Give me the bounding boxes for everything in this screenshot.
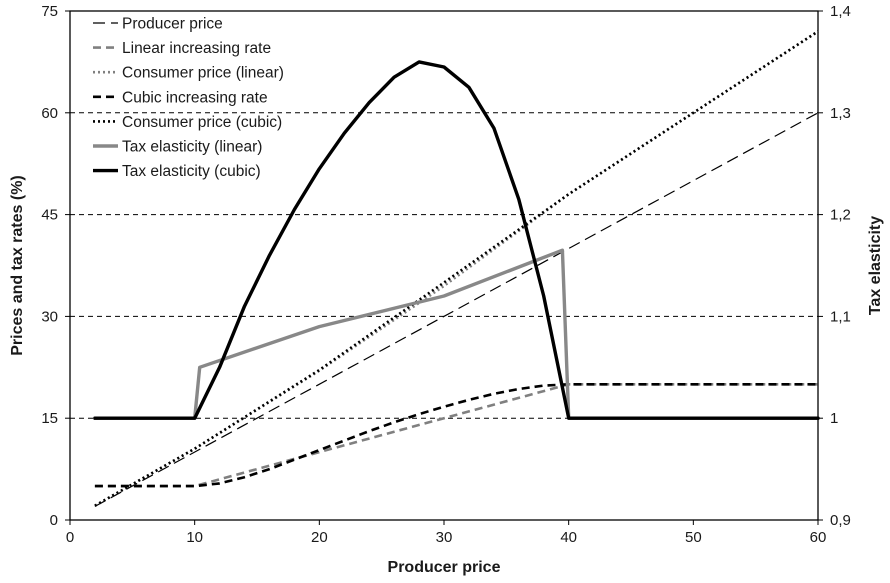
y2-tick-label-3: 1,2	[830, 207, 851, 224]
legend-label-0: Producer price	[122, 16, 223, 33]
x-axis-title: Producer price	[388, 559, 501, 576]
y2-tick-label-1: 1	[830, 410, 838, 427]
plot-area-frame	[69, 10, 819, 521]
legend-label-5: Tax elasticity (linear)	[122, 139, 262, 156]
y-tick-label-4: 60	[41, 105, 58, 122]
y2-axis-ticks: 0,9 1 1,1 1,2 1,3 1,4	[818, 3, 851, 529]
y-axis-title: Prices and tax rates (%)	[9, 175, 26, 356]
series-line-4	[94, 30, 819, 507]
legend: Producer price Linear increasing rate Cons…	[93, 16, 284, 180]
y-tick-label-3: 45	[41, 207, 58, 224]
x-tick-label-6: 60	[810, 529, 827, 546]
y2-tick-label-4: 1,3	[830, 105, 851, 122]
y-tick-label-0: 0	[50, 512, 58, 529]
x-tick-label-3: 30	[436, 529, 453, 546]
series-line-6	[93, 60, 820, 420]
legend-label-1: Linear increasing rate	[122, 40, 271, 57]
x-axis-ticks: 0 10 20 30 40 50 60	[66, 520, 827, 546]
x-tick-label-2: 20	[311, 529, 328, 546]
x-tick-label-5: 50	[685, 529, 702, 546]
y2-tick-label-0: 0,9	[830, 512, 851, 529]
y-tick-label-5: 75	[41, 3, 58, 20]
y-tick-label-1: 15	[41, 410, 58, 427]
series-line-5	[93, 248, 820, 420]
legend-label-3: Cubic increasing rate	[122, 89, 268, 106]
series-line-0	[94, 112, 819, 507]
y-axis-ticks: 0 15 30 45 60 75	[41, 3, 70, 529]
y-tick-label-2: 30	[41, 308, 58, 325]
x-tick-label-1: 10	[186, 529, 203, 546]
legend-label-2: Consumer price (linear)	[122, 65, 284, 82]
series-lines	[93, 30, 820, 507]
series-line-3	[94, 383, 818, 488]
legend-label-4: Consumer price (cubic)	[122, 114, 282, 131]
y2-tick-label-2: 1,1	[830, 308, 851, 325]
y2-axis-title: Tax elasticity	[867, 216, 884, 315]
legend-label-6: Tax elasticity (cubic)	[122, 163, 261, 180]
gridlines	[70, 112, 818, 419]
x-tick-label-0: 0	[66, 529, 74, 546]
y2-tick-label-5: 1,4	[830, 3, 851, 20]
x-tick-label-4: 40	[560, 529, 577, 546]
